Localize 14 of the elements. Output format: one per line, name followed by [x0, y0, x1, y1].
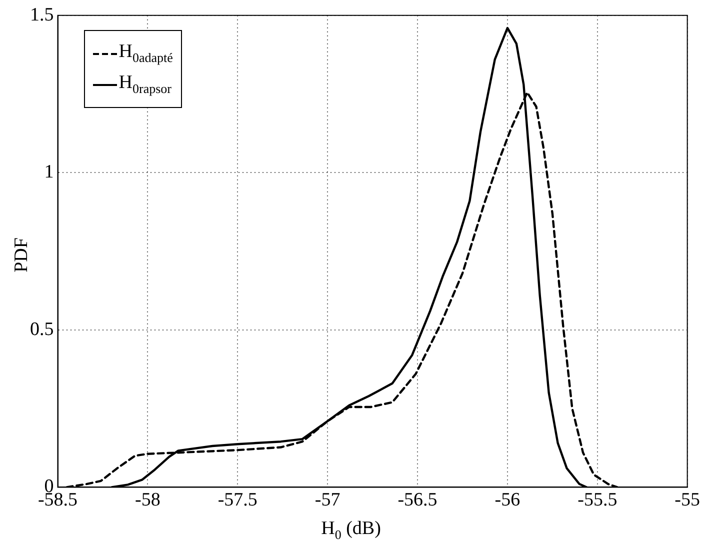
legend-label: H$_{0adapté}$ [118, 41, 173, 66]
y-axis-title: PDF [11, 238, 33, 272]
x-tick-label: -56 [494, 490, 520, 511]
x-tick-label: -57 [314, 490, 340, 511]
y-tick-label: 1 [44, 162, 54, 183]
x-tick-label: -57.5 [218, 490, 258, 511]
y-tick-label: 1.5 [30, 4, 54, 26]
x-tick-label: -58 [135, 490, 160, 511]
y-tick-label: 0.5 [30, 318, 54, 340]
x-tick-label: -56.5 [398, 490, 438, 511]
x-axis-title: H$_{0}$ (dB) [320, 518, 382, 543]
legend-label: H$_{0rapsor}$ [118, 72, 172, 97]
x-tick-label: -55.5 [578, 490, 618, 511]
x-tick-label: -55 [674, 490, 700, 511]
